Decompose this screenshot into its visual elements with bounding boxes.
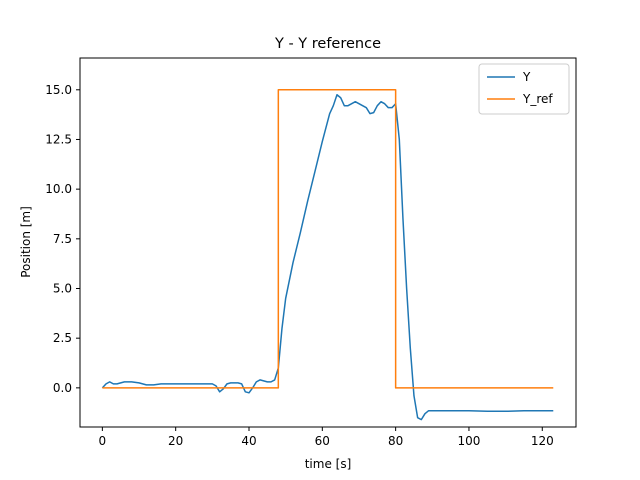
x-tick-label: 60: [315, 434, 330, 448]
y-tick-label: 5.0: [53, 282, 72, 296]
y-tick-label: 7.5: [53, 232, 72, 246]
chart-title: Y - Y reference: [274, 36, 381, 52]
x-tick-label: 80: [388, 434, 403, 448]
y-tick-label: 0.0: [53, 381, 72, 395]
x-tick-label: 20: [168, 434, 183, 448]
x-axis-label: time [s]: [305, 457, 352, 471]
y-tick-label: 12.5: [45, 132, 72, 146]
y-axis: 0.0 2.5 5.0 7.5 10.0 12.5 15.0: [45, 83, 80, 395]
legend-label: Y: [522, 70, 531, 84]
series-line-y: [101, 94, 554, 421]
x-tick-label: 100: [458, 434, 481, 448]
x-axis: 0 20 40 60 80 100 120: [99, 427, 554, 448]
y-tick-label: 15.0: [45, 83, 72, 97]
legend-label: Y_ref: [522, 92, 553, 106]
legend: Y Y_ref: [478, 63, 570, 115]
y-tick-label: 10.0: [45, 182, 72, 196]
y-tick-label: 2.5: [53, 331, 72, 345]
plot-frame: [79, 57, 577, 428]
plot-area: [101, 89, 554, 421]
x-tick-label: 120: [531, 434, 554, 448]
y-axis-label: Position [m]: [19, 206, 33, 278]
x-tick-label: 40: [241, 434, 256, 448]
x-tick-label: 0: [99, 434, 107, 448]
series-line-y-ref: [102, 89, 554, 389]
